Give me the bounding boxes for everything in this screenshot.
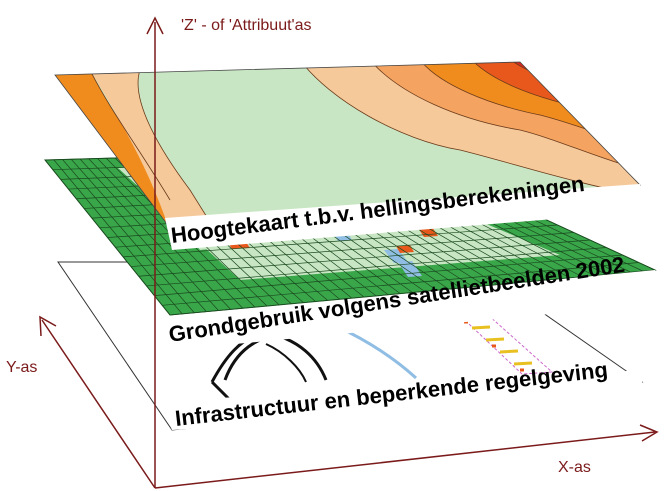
x-axis-arrowhead: [639, 424, 659, 442]
road-line: [265, 343, 307, 383]
grid-line: [123, 224, 558, 258]
elevation-label-band: [165, 184, 640, 250]
elevation-band-left-light: [90, 70, 215, 228]
y-axis-label: Y-as: [6, 359, 37, 376]
grid-line: [162, 262, 639, 306]
z-axis-arrowhead: [146, 16, 164, 35]
grid-line: [130, 232, 574, 267]
grid-line: [169, 269, 656, 316]
grid-line: [138, 239, 591, 277]
y-axis: [41, 319, 156, 489]
axes: [39, 16, 659, 489]
infrastructure-label-band: [160, 370, 642, 430]
grid-line: [146, 247, 607, 287]
x-axis-label: X-as: [558, 459, 591, 476]
grid-line: [154, 254, 623, 296]
landuse-label-band: [162, 270, 655, 350]
y-axis-arrowhead: [39, 315, 57, 337]
x-axis: [154, 431, 656, 489]
road-line: [210, 380, 232, 402]
z-axis-label: 'Z' - of 'Attribuut'as: [181, 17, 311, 34]
